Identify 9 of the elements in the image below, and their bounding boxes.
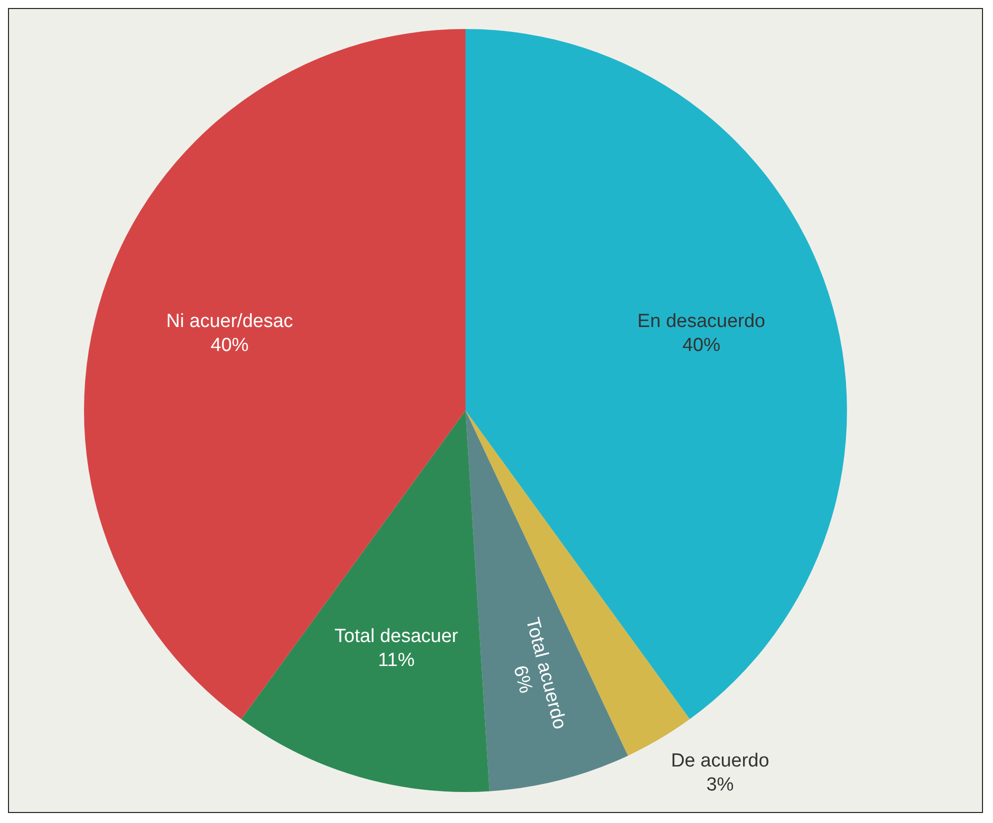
slice-label: En desacuerdo — [637, 311, 766, 332]
slice-label: De acuerdo — [670, 750, 770, 772]
data-label: 40% — [682, 335, 720, 356]
slice-label: Ni acuer/desac — [166, 311, 294, 332]
data-label: 6% — [508, 664, 536, 696]
data-label: 40% — [210, 335, 249, 356]
slice-label: Total desacuer — [334, 626, 459, 647]
data-label: 3% — [706, 774, 734, 796]
data-label: 11% — [378, 650, 415, 671]
